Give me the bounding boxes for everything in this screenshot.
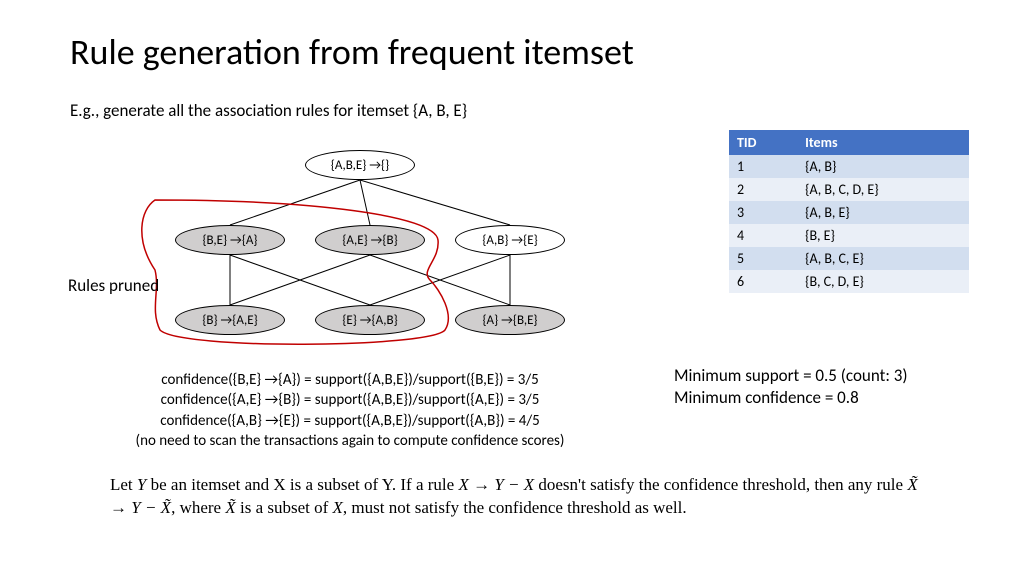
conf-line-2: confidence({A,E} →{B}) = support({A,B,E}…: [60, 390, 640, 410]
th-t5: , must not satisfy the confidence thresh…: [343, 498, 687, 517]
table-body: 1{A, B}2{A, B, C, D, E}3{A, B, E}4{B, E}…: [729, 155, 969, 293]
table-cell: 6: [729, 270, 797, 293]
th-t4: is a subset of: [236, 498, 333, 517]
page-title: Rule generation from frequent itemset: [70, 30, 634, 74]
confidence-block: confidence({B,E} →{A}) = support({A,B,E}…: [60, 370, 640, 451]
th-arr2: →: [110, 498, 131, 517]
subtitle: E.g., generate all the association rules…: [70, 100, 467, 121]
conf-line-4: (no need to scan the transactions again …: [60, 431, 640, 451]
rules-pruned-label: Rules pruned: [68, 275, 159, 296]
table-row: 5{A, B, C, E}: [729, 247, 969, 270]
th-X: X: [458, 475, 468, 494]
node-n1: {B,E} →{A}: [175, 225, 285, 255]
th-Y: Y: [137, 475, 146, 494]
min-confidence: Minimum confidence = 0.8: [674, 387, 974, 409]
table-cell: {A, B}: [797, 155, 969, 178]
th-Xh: X̃: [907, 475, 917, 494]
table-cell: {A, B, C, D, E}: [797, 178, 969, 201]
node-n6: {A} →{B,E}: [455, 305, 565, 335]
table-cell: 2: [729, 178, 797, 201]
node-n5: {E} →{A,B}: [315, 305, 425, 335]
theorem-text: Let Y be an itemset and X is a subset of…: [110, 474, 930, 520]
th-X2: X: [333, 498, 343, 517]
conf-line-3: confidence({A,B} →{E}) = support({A,B,E}…: [60, 411, 640, 431]
th-t3: , where: [171, 498, 225, 517]
table-cell: {B, C, D, E}: [797, 270, 969, 293]
node-n4: {B} →{A,E}: [175, 305, 285, 335]
table-row: 3{A, B, E}: [729, 201, 969, 224]
col-tid: TID: [729, 130, 797, 155]
table-cell: 3: [729, 201, 797, 224]
table-cell: {A, B, C, E}: [797, 247, 969, 270]
table-cell: 4: [729, 224, 797, 247]
support-text: Minimum support = 0.5 (count: 3) Minimum…: [674, 365, 974, 409]
table-cell: {B, E}: [797, 224, 969, 247]
min-support: Minimum support = 0.5 (count: 3): [674, 365, 974, 387]
table-row: 6{B, C, D, E}: [729, 270, 969, 293]
th-prefix: Let: [110, 475, 137, 494]
th-t2: doesn't satisfy the confidence threshold…: [534, 475, 907, 494]
th-Xh2: X̃: [225, 498, 235, 517]
table-cell: {A, B, E}: [797, 201, 969, 224]
conf-line-1: confidence({B,E} →{A}) = support({A,B,E}…: [60, 370, 640, 390]
table-cell: 1: [729, 155, 797, 178]
table-row: 2{A, B, C, D, E}: [729, 178, 969, 201]
node-n2: {A,E} →{B}: [315, 225, 425, 255]
th-t1: be an itemset and X is a subset of Y. If…: [146, 475, 458, 494]
col-items: Items: [797, 130, 969, 155]
rule-lattice-diagram: {A,B,E} →{} {B,E} →{A} {A,E} →{B} {A,B} →{E…: [60, 130, 620, 360]
table-row: 4{B, E}: [729, 224, 969, 247]
table-row: 1{A, B}: [729, 155, 969, 178]
node-n3: {A,B} →{E}: [455, 225, 565, 255]
th-arr1: →: [469, 475, 495, 494]
node-root: {A,B,E} →{}: [305, 150, 415, 180]
th-YmX: Y − X: [494, 475, 534, 494]
th-YmXh: Y − X̃: [131, 498, 171, 517]
table-cell: 5: [729, 247, 797, 270]
transactions-table: TID Items 1{A, B}2{A, B, C, D, E}3{A, B,…: [729, 130, 969, 293]
